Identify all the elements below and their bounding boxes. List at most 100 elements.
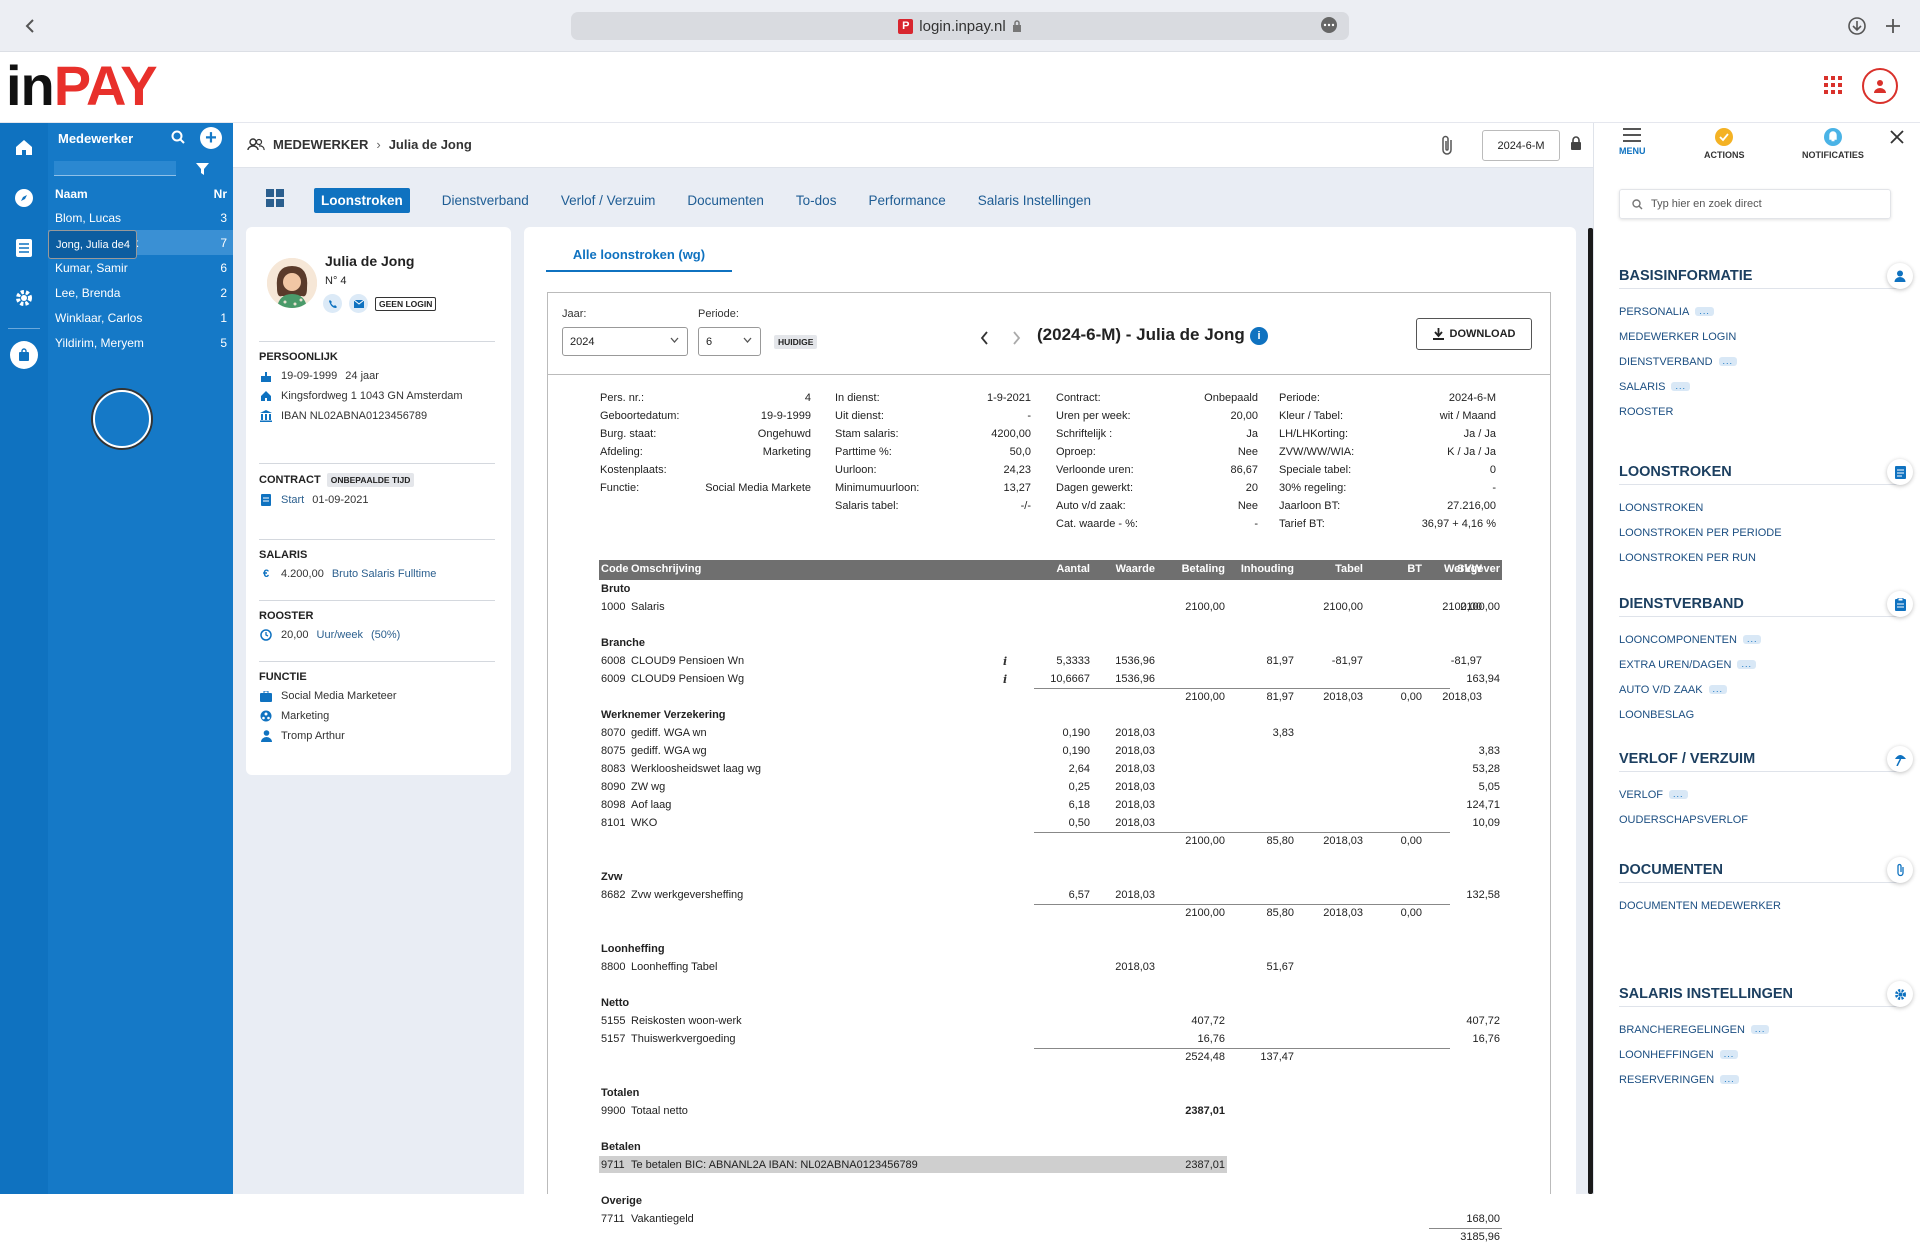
sidebar-item-medewerker-login[interactable]: MEDEWERKER LOGIN	[1619, 324, 1899, 349]
list-icon[interactable]	[12, 236, 36, 260]
header-svw[interactable]: SVW	[1456, 563, 1482, 575]
apps-grid-icon[interactable]	[1824, 76, 1842, 94]
header-aantal[interactable]: Aantal	[1056, 563, 1090, 575]
home-icon[interactable]	[12, 135, 36, 159]
sidebar-item-salaris[interactable]: SALARIS...	[1619, 374, 1899, 399]
info-icon[interactable]: i	[1250, 327, 1268, 345]
dashboard-icon[interactable]	[266, 189, 284, 207]
shop-bag-icon[interactable]	[10, 341, 38, 369]
breadcrumb-root[interactable]: MEDEWERKER	[273, 137, 369, 152]
payslip-line[interactable]: 8070 gediff. WGA wn 0,190 2018,03 3,83	[599, 724, 1502, 742]
downloads-icon[interactable]	[1845, 14, 1869, 38]
current-period-badge[interactable]: HUIDIGE	[774, 335, 818, 349]
add-employee-button[interactable]: +	[200, 127, 222, 149]
compass-icon[interactable]	[12, 186, 36, 210]
download-button[interactable]: DOWNLOAD	[1416, 318, 1532, 350]
more-dots-icon[interactable]: ...	[1695, 307, 1714, 316]
chevron-right-icon[interactable]	[1012, 331, 1021, 345]
sidebar-item-verlof[interactable]: VERLOF...	[1619, 782, 1899, 807]
payslip-line[interactable]: 5157 Thuiswerkvergoeding 16,76 16,76	[599, 1030, 1502, 1048]
sidebar-item-looncomponenten[interactable]: LOONCOMPONENTEN...	[1619, 627, 1899, 652]
sidebar-item-loonbeslag[interactable]: LOONBESLAG	[1619, 702, 1899, 727]
payslip-line[interactable]: 8090 ZW wg 0,25 2018,03 5,05	[599, 778, 1502, 796]
person-icon[interactable]	[1887, 263, 1913, 289]
payslip-line[interactable]: 1000 Salaris 2100,00 2100,00 2100,00 2100,00	[599, 598, 1502, 616]
sidebar-search-input[interactable]: Typ hier en zoek direct	[1619, 189, 1891, 219]
more-options-icon[interactable]	[1317, 13, 1341, 37]
info-italic-icon[interactable]: i	[1003, 673, 1008, 686]
tab-menu[interactable]: MENU	[1619, 128, 1646, 156]
address-bar[interactable]: P login.inpay.nl	[571, 12, 1349, 40]
payslip-icon[interactable]	[1887, 459, 1913, 485]
payslip-line[interactable]: 8075 gediff. WGA wg 0,190 2018,03 3,83	[599, 742, 1502, 760]
gear-icon[interactable]	[1887, 981, 1913, 1007]
paperclip-icon[interactable]	[1887, 857, 1913, 883]
chevron-left-icon[interactable]	[980, 331, 989, 345]
payslip-line[interactable]: 8800 Loonheffing Tabel 2018,03 51,67	[599, 958, 1502, 976]
sidebar-item-reserveringen[interactable]: RESERVERINGEN...	[1619, 1067, 1899, 1092]
tab-verlof-verzuim[interactable]: Verlof / Verzuim	[560, 192, 656, 208]
tab-salaris-instellingen[interactable]: Salaris Instellingen	[977, 192, 1092, 208]
header-bt[interactable]: BT	[1407, 563, 1422, 575]
more-dots-icon[interactable]: ...	[1720, 1075, 1739, 1084]
employee-row[interactable]: Jong, Julia de 4	[48, 230, 138, 259]
more-dots-icon[interactable]: ...	[1671, 382, 1690, 391]
jaar-select[interactable]: 2024	[562, 327, 688, 356]
tab-performance[interactable]: Performance	[868, 192, 946, 208]
more-dots-icon[interactable]: ...	[1718, 357, 1738, 366]
payslip-line[interactable]: 8101 WKO 0,50 2018,03 10,09	[599, 814, 1502, 832]
user-account-icon[interactable]	[1862, 68, 1898, 104]
email-icon[interactable]	[349, 294, 368, 313]
tab-alle-loonstroken[interactable]: Alle loonstroken (wg)	[546, 247, 732, 272]
beach-icon[interactable]	[1887, 746, 1913, 772]
more-dots-icon[interactable]: ...	[1742, 635, 1762, 644]
new-tab-icon[interactable]	[1881, 14, 1905, 38]
payslip-line[interactable]: 9711 Te betalen BIC: ABNANL2A IBAN: NL02A…	[599, 1156, 1502, 1174]
payslip-line[interactable]: 8098 Aof laag 6,18 2018,03 124,71	[599, 796, 1502, 814]
payslip-line[interactable]: 7711 Vakantiegeld 168,00	[599, 1210, 1502, 1228]
info-italic-icon[interactable]: i	[1003, 655, 1008, 668]
tab-dienstverband[interactable]: Dienstverband	[441, 192, 529, 208]
inpay-logo[interactable]: inPAY	[6, 54, 158, 118]
tab-notificaties[interactable]: NOTIFICATIES	[1802, 128, 1864, 160]
gear-icon[interactable]	[12, 286, 36, 310]
phone-icon[interactable]	[323, 294, 342, 313]
employee-search-input[interactable]	[54, 161, 176, 176]
employee-row[interactable]: Winklaar, Carlos 1	[48, 305, 233, 330]
header-betaling[interactable]: Betaling	[1181, 563, 1225, 575]
sidebar-item-loonstroken-per-run[interactable]: LOONSTROKEN PER RUN	[1619, 545, 1899, 570]
employee-row[interactable]: Lee, Brenda 2	[48, 280, 233, 305]
periode-select[interactable]: 6	[698, 327, 761, 356]
header-desc[interactable]: Omschrijving	[631, 563, 702, 575]
sidebar-item-documenten-medewerker[interactable]: DOCUMENTEN MEDEWERKER	[1619, 893, 1899, 918]
clipboard-icon[interactable]	[1887, 591, 1913, 617]
close-icon[interactable]	[1890, 130, 1904, 144]
paperclip-icon[interactable]	[1440, 134, 1454, 156]
search-icon[interactable]	[171, 130, 185, 144]
header-waarde[interactable]: Waarde	[1115, 563, 1155, 575]
employee-row[interactable]: Kumar, Samir 6	[48, 255, 233, 280]
tab-to-dos[interactable]: To-dos	[795, 192, 837, 208]
main-scrollbar[interactable]	[1588, 228, 1593, 1194]
sidebar-item-loonheffingen[interactable]: LOONHEFFINGEN...	[1619, 1042, 1899, 1067]
sidebar-item-rooster[interactable]: ROOSTER	[1619, 399, 1899, 424]
employee-row[interactable]: Blom, Lucas 3	[48, 205, 233, 230]
sidebar-item-dienstverband[interactable]: DIENSTVERBAND...	[1619, 349, 1899, 374]
col-naam[interactable]: Naam	[55, 187, 88, 201]
more-dots-icon[interactable]: ...	[1737, 660, 1756, 669]
payslip-line[interactable]: 8682 Zvw werkgeversheffing 6,57 2018,03 132,…	[599, 886, 1502, 904]
more-dots-icon[interactable]: ...	[1708, 685, 1728, 694]
sidebar-item-personalia[interactable]: PERSONALIA...	[1619, 299, 1899, 324]
more-dots-icon[interactable]: ...	[1719, 1050, 1739, 1059]
sidebar-item-auto-v-d-zaak[interactable]: AUTO V/D ZAAK...	[1619, 677, 1899, 702]
employee-row[interactable]: Yildirim, Meryem 5	[48, 330, 233, 355]
header-inhouding[interactable]: Inhouding	[1240, 563, 1294, 575]
sidebar-item-extra-uren-dagen[interactable]: EXTRA UREN/DAGEN...	[1619, 652, 1899, 677]
lock-icon[interactable]	[1570, 136, 1582, 151]
header-code[interactable]: Code	[601, 563, 629, 575]
payslip-line[interactable]: 6009 CLOUD9 Pensioen Wg 10,6667 1536,96 163,…	[599, 670, 1502, 688]
col-nr[interactable]: Nr	[213, 187, 227, 201]
more-dots-icon[interactable]: ...	[1750, 1025, 1770, 1034]
tab-actions[interactable]: ACTIONS	[1704, 128, 1745, 160]
sidebar-item-brancheregelingen[interactable]: BRANCHEREGELINGEN...	[1619, 1017, 1899, 1042]
